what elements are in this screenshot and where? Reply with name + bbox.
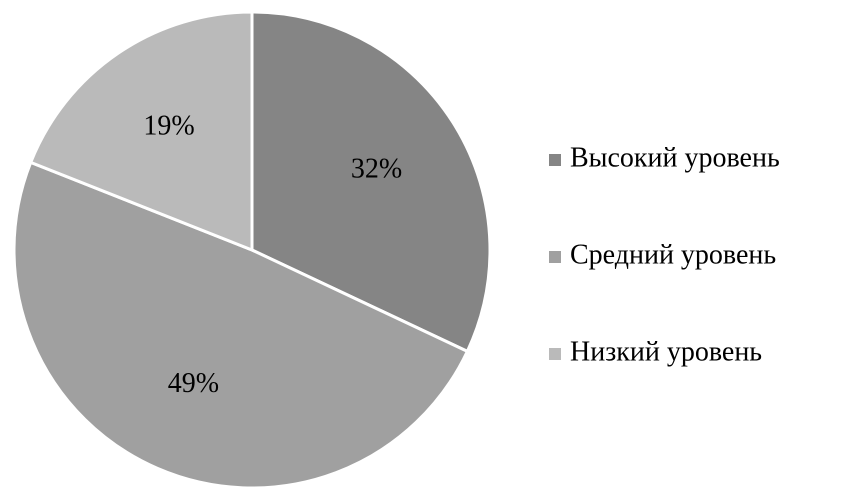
legend-swatch [549, 251, 561, 263]
data-label: 32% [351, 153, 402, 184]
legend-label: Высокий уровень [570, 142, 780, 173]
data-label: 49% [168, 368, 219, 399]
legend-label: Средний уровень [570, 239, 776, 270]
pie-slice [250, 10, 492, 354]
legend-label: Низкий уровень [570, 336, 762, 367]
legend-swatch [549, 154, 561, 166]
data-label: 19% [143, 110, 194, 141]
legend-swatch [549, 348, 561, 360]
pie-slice [28, 10, 254, 253]
pie-slice [12, 160, 470, 488]
